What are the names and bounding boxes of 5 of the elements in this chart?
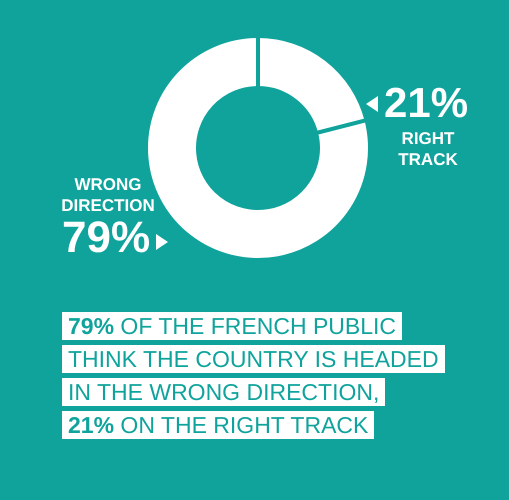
text: 79% OF THE FRENCH PUBLIC THINK THE COUNTRY IS HEADED IN THE WRONG DIRECTION, 21% ON THE RIGHT TRACK [68,313,439,438]
slice-label: RIGHT TRACK [397,128,459,170]
data-label: 21% [384,79,468,126]
slice-label: WRONG DIRECTION [60,174,156,216]
data-label: 79% [62,213,150,262]
